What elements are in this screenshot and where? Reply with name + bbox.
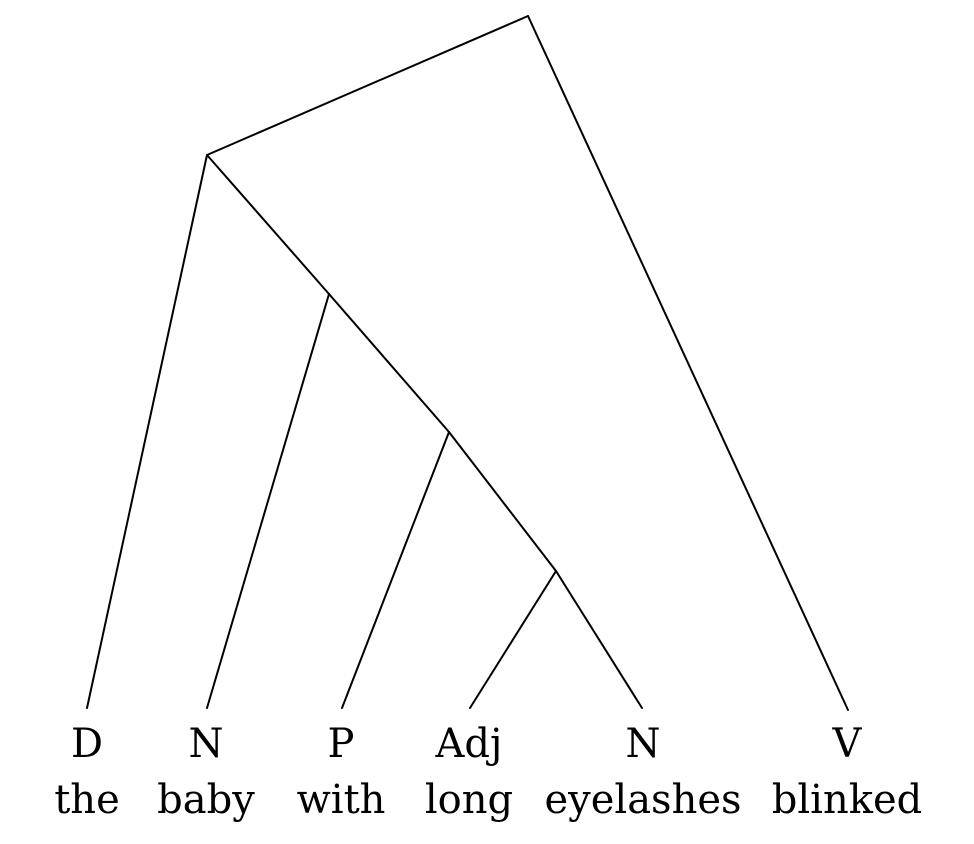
leaf-word-baby: baby	[157, 777, 255, 823]
branch-np-to-pp	[328, 293, 450, 433]
branch-subject-to-det	[86, 154, 208, 709]
leaf-word-blinked: blinked	[772, 777, 922, 823]
branch-pp-to-adjnp	[448, 431, 557, 572]
branch-root-to-verb	[527, 15, 849, 711]
branch-root-to-subject	[206, 15, 529, 156]
leaf-tag-noun-2: N	[626, 721, 661, 767]
branch-adjnp-to-noun	[555, 570, 643, 709]
leaf-tag-noun-1: N	[189, 721, 224, 767]
tree-branches	[86, 15, 849, 711]
leaf-word-with: with	[297, 777, 386, 823]
leaf-labels: D the N baby P with Adj long N eyelashes…	[54, 721, 922, 823]
leaf-word-eyelashes: eyelashes	[544, 777, 741, 823]
branch-subject-to-np	[206, 154, 330, 295]
branch-adjnp-to-adj	[469, 570, 557, 709]
leaf-word-the: the	[54, 777, 120, 823]
branch-pp-to-prep	[341, 431, 450, 709]
leaf-tag-adj: Adj	[435, 721, 503, 767]
leaf-tag-det: D	[71, 721, 103, 767]
branch-np-to-noun	[206, 293, 330, 709]
leaf-word-long: long	[425, 777, 513, 823]
leaf-tag-prep: P	[328, 721, 355, 767]
leaf-tag-verb: V	[832, 721, 863, 767]
